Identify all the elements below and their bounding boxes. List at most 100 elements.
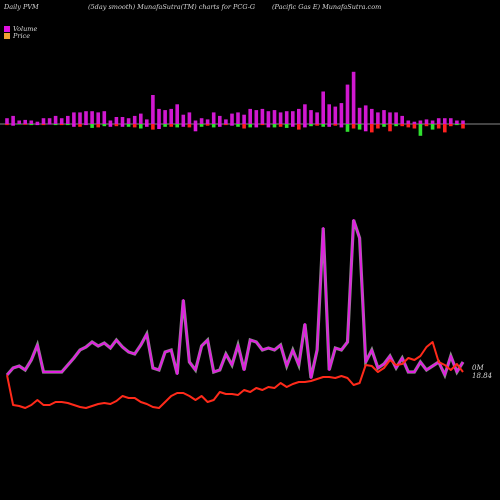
volume-bar-down [303, 124, 307, 128]
volume-bar-up [388, 112, 392, 124]
volume-bar-up [193, 120, 198, 124]
volume-bar-down [5, 124, 9, 126]
legend-item-price: Price [4, 32, 30, 40]
volume-bar-down [84, 124, 88, 126]
volume-bar-up [309, 110, 313, 124]
volume-bar-up [205, 119, 210, 124]
volume-bar-down [449, 124, 453, 127]
volume-bar-down [248, 124, 252, 128]
volume-bar-up [145, 119, 149, 124]
volume-bar-down [96, 124, 100, 128]
volume-bar-down [205, 124, 210, 126]
volume-bar-up [412, 121, 417, 124]
legend-item-volume: Volume [4, 25, 37, 33]
volume-bar-down [430, 124, 435, 130]
volume-bar-up [114, 117, 119, 124]
volume-bar-up [278, 112, 283, 124]
volume-bar-up [132, 115, 137, 124]
volume-bar-up [11, 115, 15, 124]
volume-bar-up [59, 118, 64, 124]
volume-bar-down [370, 124, 374, 133]
volume-bar-down [345, 124, 350, 132]
volume-bar-up [41, 118, 46, 124]
volume-bar-up [345, 84, 350, 124]
header-left-text: Daily PVM [4, 3, 39, 11]
volume-bar-up [291, 111, 295, 124]
volume-bar-down [23, 124, 27, 125]
volume-bar-up [78, 112, 82, 124]
volume-bar-down [193, 124, 198, 132]
volume-bar-up [455, 120, 459, 124]
volume-bar-up [23, 119, 27, 124]
volume-bar-up [199, 118, 204, 124]
volume-bar-down [272, 124, 277, 128]
volume-bar-up [303, 104, 307, 124]
volume-bar-down [47, 124, 52, 125]
volume-bar-down [388, 124, 392, 132]
volume-bar-down [297, 124, 301, 130]
volume-bar-down [260, 124, 265, 126]
volume-bar-up [66, 115, 70, 124]
volume-bar-down [351, 124, 356, 129]
volume-bar-down [339, 124, 344, 128]
volume-bar-up [157, 108, 161, 124]
volume-bar-up [266, 111, 271, 124]
legend-label-price: Price [13, 32, 31, 40]
volume-bar-up [333, 106, 338, 124]
volume-bar-up [151, 95, 155, 124]
volume-bar-up [436, 118, 441, 124]
volume-bar-up [47, 118, 52, 124]
volume-bar-down [363, 124, 368, 132]
volume-bar-down [357, 124, 362, 130]
volume-bar-down [230, 124, 234, 126]
price-tag: 0M 18.84 [472, 364, 492, 380]
volume-bar-up [175, 104, 179, 124]
volume-bar-down [278, 124, 283, 127]
volume-bar-down [132, 124, 137, 128]
volume-bar-up [72, 112, 76, 124]
volume-bar-down [461, 124, 465, 129]
volume-bar-up [218, 115, 222, 124]
volume-bar-down [163, 124, 167, 127]
volume-bar-up [17, 120, 21, 124]
volume-bar-up [363, 105, 368, 124]
volume-bar-up [321, 91, 325, 124]
volume-bar-up [84, 111, 88, 124]
volume-bar-up [284, 111, 289, 124]
volume-bar-down [224, 124, 228, 126]
volume-bar-down [266, 124, 271, 128]
price-line [6, 341, 464, 409]
volume-bar-down [443, 124, 447, 133]
volume-bar-up [96, 112, 100, 124]
volume-bar-down [284, 124, 289, 128]
volume-bar-down [254, 124, 259, 128]
volume-bar-down [126, 124, 131, 127]
volume-bar-up [102, 111, 107, 124]
header-chart-title: (5day smooth) MunafaSutra(TM) charts for… [88, 3, 256, 11]
volume-bar-up [461, 120, 465, 124]
volume-bar-down [412, 124, 417, 129]
volume-bar-down [102, 124, 107, 127]
series-lines [5, 219, 465, 409]
volume-bar-up [126, 118, 131, 124]
volume-bar-up [187, 112, 192, 124]
header-source-text: (Pacific Gas E) MunafaSutra.com [272, 3, 382, 11]
price-tag-price: 18.84 [472, 372, 493, 380]
volume-bar-down [424, 124, 429, 127]
volume-bar-up [211, 112, 216, 124]
volume-bar-up [339, 103, 344, 124]
volume-bar-down [53, 124, 58, 126]
volume-bar-up [430, 120, 435, 124]
volume-bar-up [400, 115, 404, 124]
volume-bar-up [53, 115, 58, 124]
legend-swatch-volume [4, 26, 10, 32]
volume-bar-down [17, 124, 21, 125]
volume-bar-down [327, 124, 331, 127]
volume-bar-down [455, 124, 459, 126]
volume-bar-down [145, 124, 149, 127]
volume-bar-up [406, 120, 411, 124]
volume-bar-up [327, 104, 331, 124]
volume-bar-down [114, 124, 119, 127]
volume-bar-down [169, 124, 173, 127]
volume-bar-up [90, 111, 94, 124]
